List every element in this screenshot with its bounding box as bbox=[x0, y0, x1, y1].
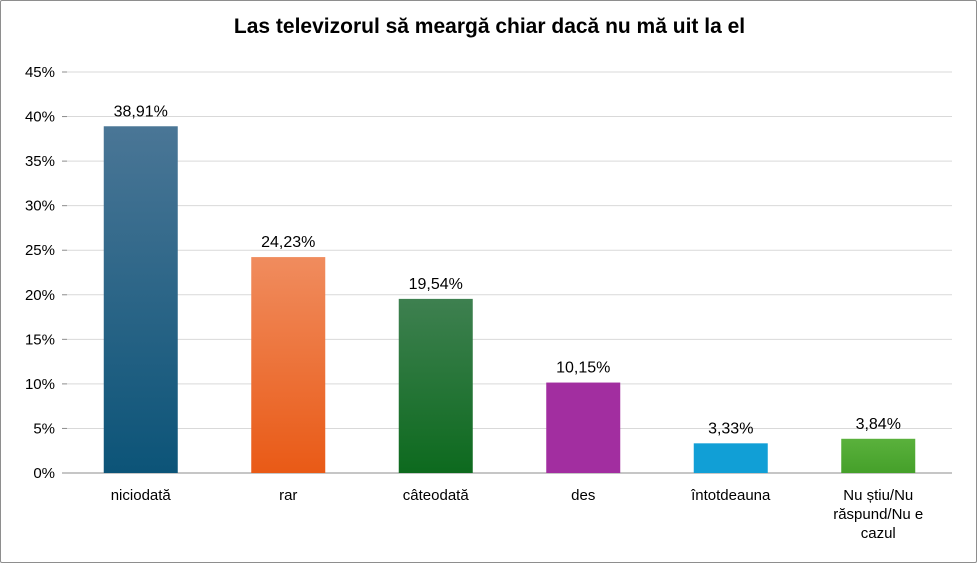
category-label: rar bbox=[279, 487, 297, 504]
category-label: Nu știu/Nu răspund/Nu e cazul bbox=[833, 487, 923, 542]
category-label: câteodată bbox=[403, 487, 470, 504]
data-label: 10,15% bbox=[556, 360, 610, 377]
data-label: 24,23% bbox=[261, 234, 315, 251]
y-tick-label: 15% bbox=[25, 331, 55, 348]
gridlines bbox=[62, 71, 952, 474]
y-tick-label: 0% bbox=[33, 465, 55, 482]
y-tick-label: 40% bbox=[25, 109, 55, 126]
category-label: întotdeauna bbox=[690, 487, 771, 504]
y-tick-label: 25% bbox=[25, 242, 55, 259]
data-label: 38,91% bbox=[114, 103, 168, 120]
bar bbox=[103, 126, 178, 473]
bars bbox=[103, 126, 916, 473]
y-axis-ticks: 0% 5% 10% 15% 20% 25% 30% 35% 40% 45% bbox=[25, 64, 55, 482]
chart-title: Las televizorul să meargă chiar dacă nu … bbox=[233, 15, 746, 38]
category-label: niciodată bbox=[111, 487, 172, 504]
y-tick-label: 30% bbox=[25, 198, 55, 215]
bar bbox=[693, 443, 768, 473]
bar bbox=[398, 298, 473, 473]
y-tick-label: 10% bbox=[25, 376, 55, 393]
category-label: des bbox=[571, 487, 595, 504]
bar bbox=[251, 257, 326, 473]
y-tick-label: 35% bbox=[25, 153, 55, 170]
data-labels: 38,91% 24,23% 19,54% 10,15% 3,33% 3,84% bbox=[114, 103, 901, 437]
bar bbox=[546, 382, 621, 473]
y-tick-label: 5% bbox=[33, 420, 55, 437]
data-label: 3,84% bbox=[856, 416, 901, 433]
x-axis-categories: niciodată rar câteodată des întotdeauna Nu șt… bbox=[111, 487, 924, 542]
y-tick-label: 45% bbox=[25, 64, 55, 81]
y-tick-label: 20% bbox=[25, 287, 55, 304]
data-label: 19,54% bbox=[409, 276, 463, 293]
data-label: 3,33% bbox=[708, 420, 753, 437]
bar bbox=[841, 438, 916, 473]
